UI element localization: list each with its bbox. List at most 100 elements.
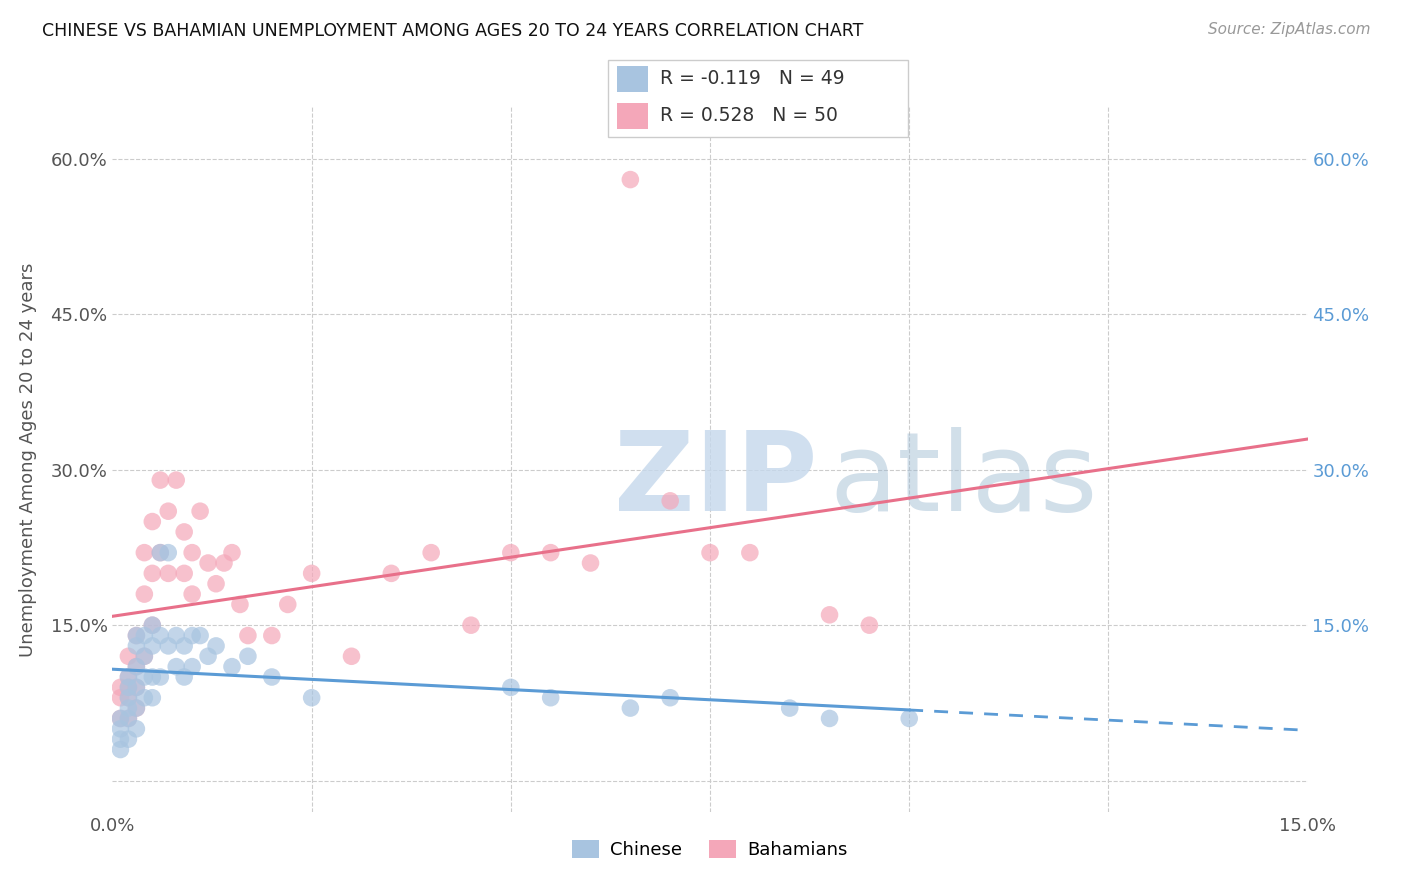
Point (125, 701, 148, 715)
Point (157, 546, 180, 560)
Point (619, 172, 641, 186)
Point (149, 628, 172, 642)
Text: R = -0.119   N = 49: R = -0.119 N = 49 (661, 70, 845, 88)
Point (125, 681, 148, 695)
Point (141, 566, 163, 581)
Point (125, 701, 148, 715)
Point (173, 524, 195, 539)
Point (157, 566, 180, 581)
Point (818, 711, 841, 725)
Point (181, 587, 204, 601)
Point (141, 618, 163, 632)
Point (540, 546, 562, 560)
Point (499, 546, 522, 560)
Point (117, 670, 139, 684)
Text: ZIP: ZIP (614, 427, 818, 534)
Point (134, 649, 156, 664)
Point (221, 659, 243, 673)
Point (205, 639, 228, 653)
Point (779, 701, 801, 715)
FancyBboxPatch shape (607, 60, 908, 136)
FancyBboxPatch shape (617, 66, 648, 92)
Point (818, 607, 841, 622)
Point (117, 732, 139, 747)
Point (117, 701, 139, 715)
Point (149, 546, 172, 560)
Point (117, 670, 139, 684)
Point (134, 546, 156, 560)
Y-axis label: Unemployment Among Ages 20 to 24 years: Unemployment Among Ages 20 to 24 years (18, 262, 37, 657)
Point (110, 711, 132, 725)
FancyBboxPatch shape (617, 103, 648, 128)
Point (157, 639, 180, 653)
Point (212, 556, 235, 570)
Point (141, 618, 163, 632)
Point (141, 670, 163, 684)
Legend: Chinese, Bahamians: Chinese, Bahamians (565, 832, 855, 866)
Point (236, 649, 259, 664)
Point (134, 690, 156, 705)
Point (117, 681, 139, 695)
Point (141, 690, 163, 705)
Text: R = 0.528   N = 50: R = 0.528 N = 50 (661, 106, 838, 125)
Point (659, 690, 682, 705)
Point (260, 628, 283, 642)
Point (460, 618, 482, 632)
Point (173, 566, 195, 581)
Point (134, 649, 156, 664)
Point (165, 659, 187, 673)
Point (125, 681, 148, 695)
Point (110, 681, 132, 695)
Point (134, 628, 156, 642)
Point (659, 493, 682, 508)
Point (125, 639, 148, 653)
Point (173, 670, 195, 684)
Text: atlas: atlas (830, 427, 1098, 534)
Point (277, 598, 299, 612)
Point (301, 566, 323, 581)
Point (260, 670, 283, 684)
Point (141, 515, 163, 529)
Point (420, 546, 443, 560)
Point (149, 670, 172, 684)
Point (197, 649, 219, 664)
Point (619, 701, 641, 715)
Point (110, 732, 132, 747)
Point (173, 639, 195, 653)
Point (898, 711, 921, 725)
Point (699, 546, 721, 560)
Point (117, 649, 139, 664)
Point (125, 628, 148, 642)
Point (236, 628, 259, 642)
Point (181, 659, 204, 673)
Point (340, 649, 363, 664)
Point (380, 566, 402, 581)
Point (540, 690, 562, 705)
Point (117, 711, 139, 725)
Point (165, 628, 187, 642)
Point (134, 670, 156, 684)
Point (188, 504, 211, 518)
Point (181, 628, 204, 642)
Point (110, 742, 132, 756)
Point (134, 587, 156, 601)
Point (221, 546, 243, 560)
Point (117, 690, 139, 705)
Point (125, 628, 148, 642)
Point (301, 690, 323, 705)
Point (110, 722, 132, 736)
Point (499, 681, 522, 695)
Point (579, 556, 602, 570)
Point (229, 598, 252, 612)
Point (188, 628, 211, 642)
Point (110, 690, 132, 705)
Point (117, 690, 139, 705)
Point (205, 576, 228, 591)
Point (117, 681, 139, 695)
Point (165, 473, 187, 487)
Point (181, 546, 204, 560)
Point (125, 722, 148, 736)
Point (117, 711, 139, 725)
Point (197, 556, 219, 570)
Text: CHINESE VS BAHAMIAN UNEMPLOYMENT AMONG AGES 20 TO 24 YEARS CORRELATION CHART: CHINESE VS BAHAMIAN UNEMPLOYMENT AMONG A… (42, 22, 863, 40)
